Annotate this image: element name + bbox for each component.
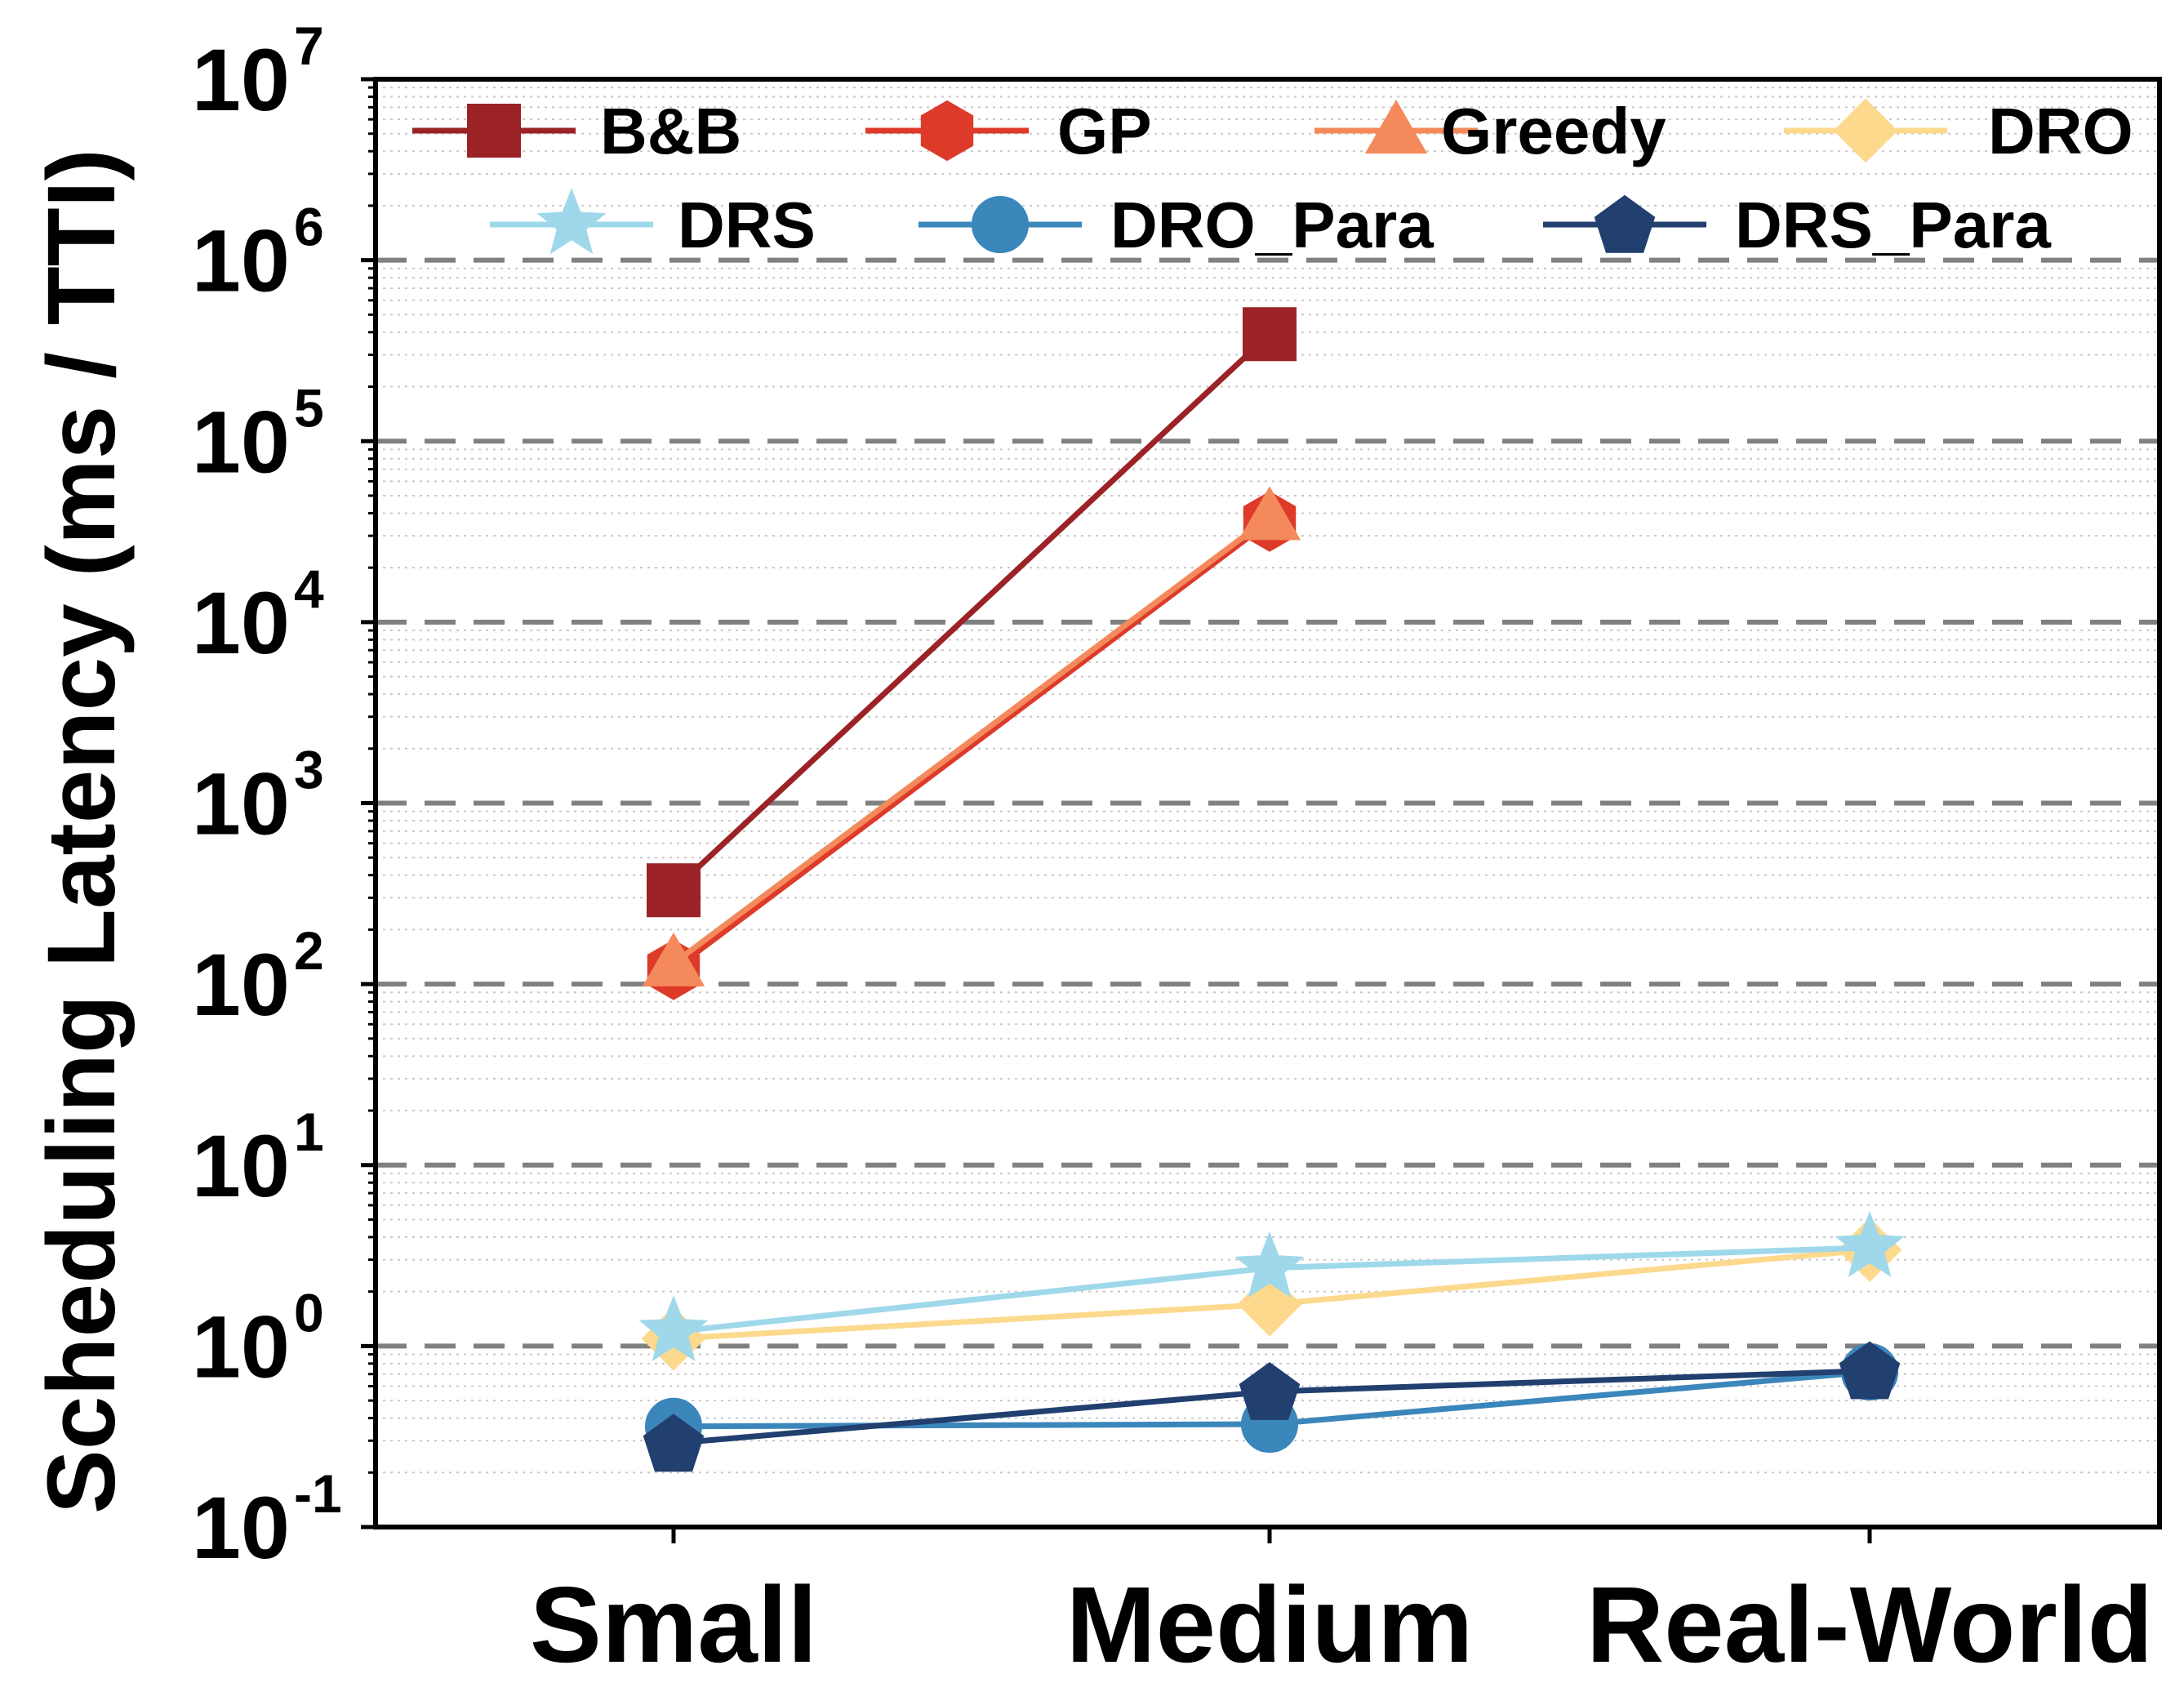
- data-point: [1239, 1361, 1301, 1420]
- legend-marker: [1833, 98, 1898, 163]
- legend-item: DRO_Para: [919, 189, 1434, 261]
- y-tick-label: 10 4: [192, 559, 324, 672]
- y-tick-exponent: 3: [294, 740, 324, 800]
- series-segment: [1269, 1368, 1870, 1395]
- legend-marker: [536, 188, 607, 255]
- y-tick-base: 10: [192, 573, 290, 672]
- y-tick-base: 10: [192, 30, 290, 129]
- legend-label: Greedy: [1441, 95, 1666, 167]
- y-tick-label: 10 7: [192, 16, 324, 129]
- y-tick-label: 10 5: [192, 377, 324, 491]
- legend: B&B GP Greedy DRO DRS DRO_Para DRS_Para: [412, 95, 2133, 261]
- data-point: [1234, 1231, 1305, 1298]
- data-point: [638, 1295, 709, 1362]
- data-point: [643, 1414, 705, 1472]
- legend-label: B&B: [600, 95, 741, 167]
- data-point: [1839, 1341, 1901, 1400]
- y-tick-base: 10: [192, 1297, 290, 1396]
- y-tick-label: 10 -1: [192, 1463, 342, 1577]
- series-Greedy: [642, 486, 1301, 986]
- legend-label: DRS_Para: [1735, 189, 2051, 261]
- x-tick-label: Real-World: [1586, 1565, 2153, 1683]
- y-tick-label: 10 3: [192, 740, 324, 853]
- y-tick-label: 10 0: [192, 1282, 324, 1396]
- series-segment: [1269, 1247, 1870, 1307]
- series-segment: [671, 332, 1272, 893]
- y-tick-exponent: 5: [294, 377, 324, 438]
- y-tick-base: 10: [192, 392, 290, 491]
- series-segment: [1269, 1244, 1870, 1271]
- series-DRS: [638, 1211, 1905, 1362]
- series-segment: [1269, 1369, 1870, 1427]
- series-segment: [673, 1301, 1270, 1342]
- series-B&B: [647, 307, 1297, 918]
- data-point: [1243, 307, 1297, 362]
- legend-label: GP: [1057, 95, 1152, 167]
- y-tick-base: 10: [192, 211, 290, 310]
- legend-marker: [1364, 100, 1428, 154]
- series-segment: [673, 1265, 1270, 1335]
- y-tick-base: 10: [192, 1116, 290, 1215]
- legend-marker: [1594, 194, 1656, 253]
- series-segment: [671, 519, 1272, 973]
- y-tick-exponent: 1: [294, 1102, 324, 1162]
- legend-item: Greedy: [1314, 95, 1666, 167]
- y-axis-label: Scheduling Latency (ms / TTI): [28, 149, 136, 1514]
- legend-item: DRO: [1784, 95, 2133, 167]
- legend-marker: [920, 100, 974, 162]
- legend-item: B&B: [412, 95, 741, 167]
- grid-lines: [376, 87, 2160, 1474]
- y-tick-base: 10: [192, 755, 290, 853]
- legend-item: GP: [865, 95, 1152, 167]
- y-tick-label: 10 6: [192, 197, 324, 310]
- series-DRS_Para: [643, 1341, 1901, 1472]
- legend-label: DRO_Para: [1110, 189, 1434, 261]
- y-tick-base: 10: [192, 935, 290, 1034]
- legend-item: DRS_Para: [1543, 189, 2051, 261]
- legend-label: DRO: [1988, 95, 2133, 167]
- data-point: [647, 863, 701, 918]
- y-tick-exponent: 6: [294, 197, 324, 257]
- series-segment: [673, 1421, 1270, 1430]
- y-tick-exponent: 0: [294, 1282, 324, 1342]
- x-tick-label: Medium: [1066, 1565, 1474, 1683]
- data-point: [642, 932, 705, 986]
- y-tick-base: 10: [192, 1478, 290, 1577]
- legend-label: DRS: [678, 189, 816, 261]
- legend-item: DRS: [490, 188, 816, 261]
- x-tick-label: Small: [530, 1565, 817, 1683]
- y-tick-exponent: 2: [294, 920, 324, 981]
- data-point: [1238, 486, 1301, 541]
- y-tick-exponent: -1: [294, 1463, 342, 1524]
- y-tick-label: 10 2: [192, 920, 324, 1034]
- y-tick-label: 10 1: [192, 1102, 324, 1215]
- data-point: [1835, 1211, 1905, 1278]
- series-segment: [673, 1388, 1270, 1447]
- y-tick-exponent: 7: [294, 16, 324, 76]
- legend-marker: [972, 196, 1029, 253]
- series-lines: [638, 307, 1905, 1472]
- series-segment: [671, 514, 1272, 966]
- legend-marker: [467, 104, 521, 158]
- y-tick-exponent: 4: [294, 559, 324, 619]
